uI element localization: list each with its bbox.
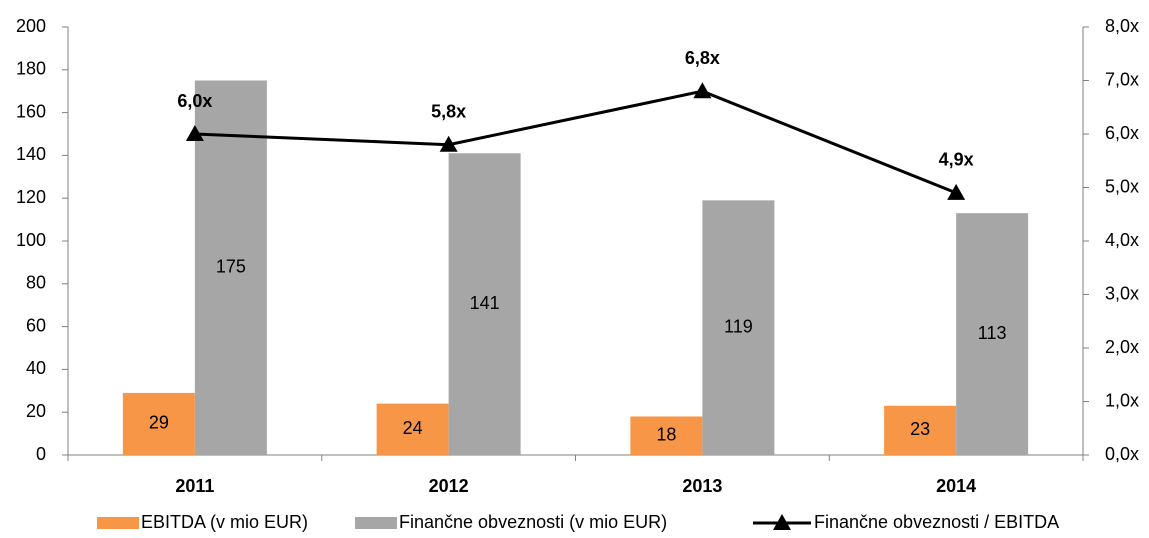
y-tick-label: 200 <box>16 16 46 36</box>
y-tick-label: 60 <box>26 315 46 335</box>
bar <box>884 405 957 455</box>
y2-tick-label: 2,0x <box>1105 337 1139 357</box>
y-tick-label: 180 <box>16 59 46 79</box>
bar <box>956 213 1029 455</box>
y2-tick-label: 1,0x <box>1105 390 1139 410</box>
marker <box>185 125 204 141</box>
bar <box>376 403 449 455</box>
y-tick-label: 20 <box>26 401 46 421</box>
data-label: 6,8x <box>685 48 720 68</box>
data-label: 113 <box>978 323 1007 343</box>
marker <box>693 82 712 99</box>
y2-tick-label: 4,0x <box>1105 230 1139 250</box>
data-label: 6,0x <box>177 91 212 111</box>
y-tick-label: 40 <box>26 358 46 378</box>
y-tick-label: 80 <box>26 273 46 293</box>
y-tick-label: 140 <box>16 144 46 164</box>
data-label: 29 <box>149 413 169 433</box>
y2-tick-label: 0,0x <box>1105 444 1139 464</box>
y2-tick-label: 6,0x <box>1105 123 1139 143</box>
marker <box>947 183 966 200</box>
x-tick-label: 2012 <box>429 476 469 496</box>
y-tick-label: 0 <box>36 444 46 464</box>
data-label: 141 <box>470 293 500 313</box>
data-label: 175 <box>216 257 246 277</box>
legend-swatch <box>97 517 139 529</box>
x-tick-label: 2014 <box>936 476 976 496</box>
bar <box>122 392 195 455</box>
legend-label: Finančne obveznosti (v mio EUR) <box>399 512 667 532</box>
data-label: 23 <box>910 419 930 439</box>
legend-label: Finančne obveznosti / EBITDA <box>814 512 1059 532</box>
data-label: 18 <box>656 424 676 444</box>
data-label: 5,8x <box>431 101 466 121</box>
data-label: 24 <box>403 418 423 438</box>
bar <box>702 200 775 455</box>
marker <box>439 135 458 152</box>
legend-swatch <box>355 517 397 529</box>
data-label: 119 <box>724 316 753 336</box>
y-tick-label: 100 <box>16 230 46 250</box>
y-tick-label: 160 <box>16 101 46 121</box>
legend-label: EBITDA (v mio EUR) <box>141 512 308 532</box>
x-tick-label: 2013 <box>682 476 722 496</box>
line <box>194 89 957 195</box>
x-tick-label: 2011 <box>175 476 214 496</box>
bar <box>630 416 703 455</box>
y2-tick-label: 3,0x <box>1105 283 1139 303</box>
y-tick-label: 120 <box>16 187 46 207</box>
y2-tick-label: 5,0x <box>1105 176 1139 196</box>
bar <box>448 153 521 455</box>
y2-tick-label: 8,0x <box>1105 16 1139 36</box>
data-label: 4,9x <box>939 150 974 170</box>
y2-tick-label: 7,0x <box>1105 69 1139 89</box>
legend-marker <box>773 514 791 530</box>
bar <box>194 80 267 455</box>
